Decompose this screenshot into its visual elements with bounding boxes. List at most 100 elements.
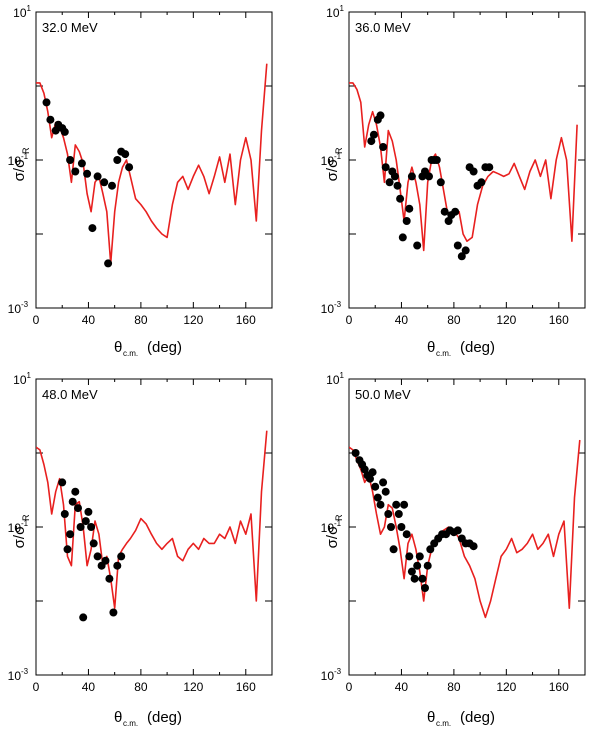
xlabel-theta: θ [114,339,122,356]
y-tick-exponent: 1 [340,371,345,380]
data-point [351,449,360,457]
x-axis-label: θ c.m. (deg) [114,339,182,358]
data-point [87,523,96,531]
x-tick-label: 160 [549,313,569,327]
data-point [373,493,382,502]
y-tick-exponent: -1 [334,519,342,528]
plot-area [36,430,268,622]
y-axis-label: σ/σ R [324,147,344,181]
data-point [423,561,432,570]
x-axis-label: θ c.m. (deg) [427,709,495,728]
data-point [68,497,77,506]
data-point [58,478,67,487]
data-point [46,115,55,124]
xlabel-theta: θ [427,339,435,356]
data-point [469,542,478,551]
y-tick-label: 10 [13,373,27,387]
xlabel-theta: θ [427,709,435,726]
y-tick-label: 10 [321,521,335,535]
data-point [426,545,435,554]
y-axis-label: σ/σ R [11,147,31,181]
data-point [105,574,114,583]
data-point [93,172,102,181]
data-point [405,552,414,561]
data-point [477,178,486,187]
data-point [101,556,110,565]
ylabel-main: σ/σ [324,525,341,548]
data-point [121,150,130,159]
data-point [88,224,97,233]
data-point [402,217,411,225]
data-point [453,526,462,535]
panel-title: 32.0 MeV [42,20,98,35]
data-point [71,167,80,176]
data-point [77,159,86,168]
data-point [83,169,92,178]
y-tick-label: 10 [321,154,335,168]
data-point [66,530,75,539]
ylabel-subscript: R [21,514,31,521]
panel-title: 50.0 MeV [355,387,411,402]
data-point [392,500,401,509]
plot-frame [35,378,273,676]
x-tick-label: 160 [236,313,256,327]
data-point [451,207,460,216]
plot-area [36,63,268,268]
data-point [379,478,388,487]
plot-area [349,439,581,619]
data-point [457,252,466,261]
data-point [74,504,82,513]
x-tick-label: 40 [82,313,96,327]
xlabel-subscript: c.m. [436,719,451,728]
y-tick-exponent: 1 [27,371,32,380]
data-point [425,172,433,181]
data-point [396,194,405,203]
y-tick-exponent: -1 [334,152,342,161]
data-point [381,163,390,172]
y-tick-label: 10 [8,669,22,683]
data-point [413,241,422,250]
y-tick-label: 10 [326,6,340,20]
x-tick-label: 120 [183,680,203,694]
data-point [393,181,402,190]
theory-curve [349,439,581,619]
data-point [453,241,462,250]
plot-frame [348,11,586,309]
y-axis-label: σ/σ R [324,514,344,548]
panel-title: 36.0 MeV [355,20,411,35]
data-point [60,510,69,518]
data-point [125,163,134,172]
y-tick-label: 10 [321,669,335,683]
data-point [418,574,427,583]
plot-area [349,82,578,261]
data-point [400,500,409,509]
data-point [436,178,445,187]
y-axis-label: σ/σ R [11,514,31,548]
data-point [93,552,102,561]
data-point [113,561,122,570]
data-point [63,545,72,554]
x-axis-label: θ c.m. (deg) [114,709,182,728]
data-point [440,207,449,216]
data-point [461,246,470,255]
data-point [390,172,399,181]
xlabel-subscript: c.m. [436,349,451,358]
x-tick-label: 40 [395,680,409,694]
ylabel-subscript: R [334,147,344,154]
data-point [407,172,416,181]
y-tick-exponent: 1 [340,4,345,13]
x-tick-label: 40 [395,313,409,327]
data-point [76,523,85,531]
y-tick-exponent: 1 [27,4,32,13]
data-point [415,552,424,561]
y-tick-exponent: -3 [334,300,342,309]
x-tick-label: 120 [183,313,203,327]
data-point [384,510,393,518]
data-point [407,567,416,576]
y-tick-exponent: -3 [21,667,29,676]
y-tick-label: 10 [8,154,22,168]
